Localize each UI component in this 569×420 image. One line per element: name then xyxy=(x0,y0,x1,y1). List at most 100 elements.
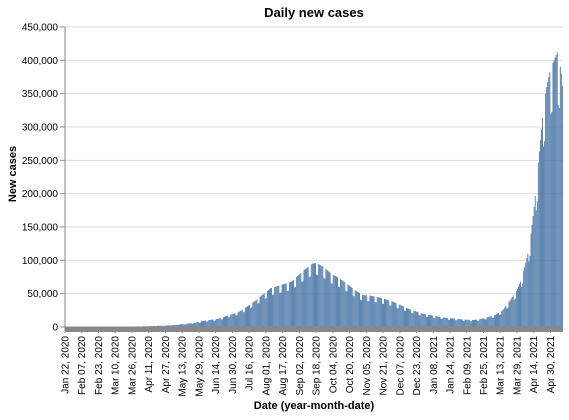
x-tick-label: Aug 17, 2020 xyxy=(278,336,289,396)
bar xyxy=(417,312,419,327)
bar xyxy=(473,320,474,327)
bar xyxy=(251,307,253,327)
bar xyxy=(226,316,228,327)
bar xyxy=(458,319,460,327)
bar xyxy=(445,317,447,327)
bar xyxy=(561,85,563,327)
bar xyxy=(294,287,296,327)
bar xyxy=(424,314,426,327)
bar xyxy=(421,313,423,327)
bar xyxy=(394,302,396,327)
x-tick-label: Dec 07, 2020 xyxy=(395,336,406,396)
bar xyxy=(541,129,542,327)
bar xyxy=(362,295,364,327)
bar xyxy=(478,320,480,327)
bar xyxy=(293,279,294,327)
bar xyxy=(263,293,265,327)
bar xyxy=(374,302,376,327)
x-tick-label: Jun 30, 2020 xyxy=(228,336,239,394)
bar xyxy=(305,268,307,327)
bar xyxy=(355,291,357,327)
bar xyxy=(408,308,410,327)
bar xyxy=(191,323,193,327)
bar xyxy=(434,317,436,327)
bar xyxy=(402,306,404,327)
bar xyxy=(330,283,332,327)
bar xyxy=(547,82,549,327)
bar xyxy=(454,318,456,327)
bar xyxy=(210,319,212,327)
bar xyxy=(174,324,176,327)
bar xyxy=(543,146,545,327)
bar xyxy=(273,294,275,327)
x-tick-label: Apr 30, 2021 xyxy=(546,336,557,394)
x-tick-label: Nov 21, 2020 xyxy=(379,336,390,396)
bar xyxy=(194,322,196,327)
bar xyxy=(195,322,197,327)
bar xyxy=(519,284,520,327)
bar xyxy=(252,302,254,327)
bar xyxy=(532,215,534,327)
bar xyxy=(279,292,281,327)
bar xyxy=(198,322,200,327)
x-axis-title: Date (year-month-date) xyxy=(254,400,375,412)
bar xyxy=(522,283,524,327)
bar xyxy=(212,319,214,327)
bar xyxy=(318,264,320,327)
bar xyxy=(530,233,532,327)
bar xyxy=(219,318,221,327)
y-tick-label: 350,000 xyxy=(22,89,59,100)
bar xyxy=(385,299,387,327)
bar xyxy=(422,313,424,327)
bar xyxy=(491,317,493,327)
bar xyxy=(322,266,324,327)
bar xyxy=(299,274,301,327)
bar xyxy=(196,322,198,327)
x-tick-label: Feb 25, 2021 xyxy=(479,336,490,395)
bar xyxy=(415,311,417,327)
bar xyxy=(397,308,399,327)
bar xyxy=(353,296,355,327)
bar xyxy=(529,255,531,327)
bar xyxy=(514,298,516,327)
bar xyxy=(280,292,282,327)
bar xyxy=(461,319,463,327)
bar xyxy=(351,287,353,327)
bar xyxy=(481,318,483,327)
bar xyxy=(416,311,418,327)
bar xyxy=(554,57,556,328)
bar xyxy=(164,325,166,327)
x-tick-label: May 29, 2020 xyxy=(194,336,205,397)
bar xyxy=(203,320,204,327)
y-tick-label: 50,000 xyxy=(27,289,58,300)
bar xyxy=(557,104,559,327)
bar xyxy=(296,276,298,327)
bar xyxy=(488,316,490,327)
bar xyxy=(354,290,356,327)
bar xyxy=(167,325,169,327)
bar xyxy=(233,313,235,327)
bar xyxy=(345,290,347,327)
bar xyxy=(274,287,276,327)
bar xyxy=(172,325,174,327)
bar xyxy=(432,315,434,327)
x-tick-label: Jul 16, 2020 xyxy=(245,336,256,391)
bar xyxy=(334,276,336,327)
bar xyxy=(539,140,541,327)
bar xyxy=(372,296,374,327)
bar xyxy=(391,301,393,327)
bar xyxy=(333,275,335,327)
bar xyxy=(480,319,482,327)
bar xyxy=(356,291,358,327)
bar xyxy=(302,281,304,327)
bar xyxy=(560,73,562,327)
bar xyxy=(246,307,247,327)
y-tick-label: 400,000 xyxy=(22,56,59,67)
bar xyxy=(339,287,340,327)
bar xyxy=(310,264,312,327)
bar xyxy=(501,311,503,327)
bar xyxy=(217,318,219,327)
bar xyxy=(312,263,314,327)
bar xyxy=(471,319,473,327)
bar xyxy=(324,278,326,327)
